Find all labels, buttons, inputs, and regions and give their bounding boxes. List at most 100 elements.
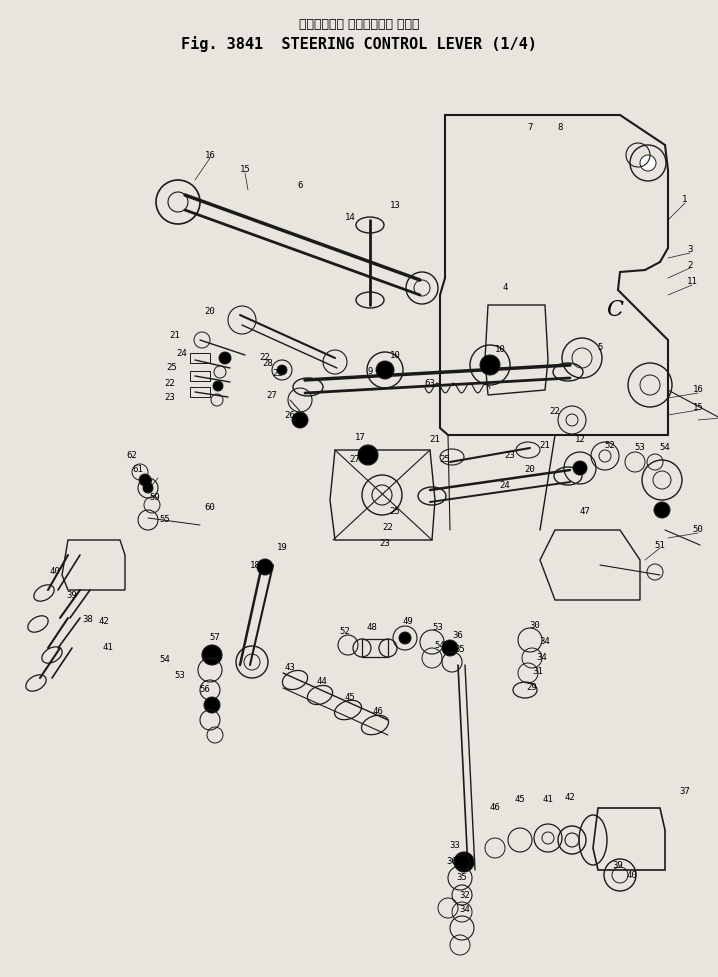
Circle shape [143,483,153,493]
Circle shape [654,502,670,518]
Circle shape [454,852,474,872]
Text: 14: 14 [345,214,355,223]
Text: 53: 53 [635,444,645,452]
Text: 55: 55 [159,516,170,525]
Text: 9: 9 [368,367,373,376]
Text: 54: 54 [660,444,671,452]
Text: 52: 52 [205,701,215,709]
Text: C: C [607,299,623,321]
Text: 59: 59 [149,493,160,502]
Text: 8: 8 [557,123,563,133]
Text: 42: 42 [98,617,109,626]
Text: 34: 34 [540,638,551,647]
Text: 11: 11 [686,277,697,286]
Circle shape [442,640,458,656]
Circle shape [454,854,470,870]
Text: 41: 41 [103,643,113,652]
Text: 34: 34 [536,653,547,661]
Text: 35: 35 [454,646,465,655]
Text: 12: 12 [574,436,585,445]
Circle shape [219,352,231,364]
Text: 21: 21 [169,330,180,339]
Text: 3: 3 [687,245,693,254]
Text: 22: 22 [549,407,560,416]
Text: 31: 31 [533,667,544,676]
Circle shape [292,412,308,428]
Text: 39: 39 [67,590,78,600]
Text: 10: 10 [390,351,401,360]
Text: 39: 39 [612,861,623,870]
Text: 56: 56 [200,686,210,695]
Text: 22: 22 [260,354,271,362]
Text: 61: 61 [133,465,144,475]
Text: 35: 35 [457,873,467,882]
Text: 54: 54 [159,656,170,664]
Text: ステアリング コントロール レバー: ステアリング コントロール レバー [299,18,419,31]
Text: 20: 20 [525,465,536,475]
Text: 51: 51 [655,540,666,549]
Bar [190,387,210,397]
Text: Fig. 3841  STEERING CONTROL LEVER (1/4): Fig. 3841 STEERING CONTROL LEVER (1/4) [181,36,537,52]
Text: 52: 52 [340,627,350,636]
Text: 49: 49 [403,617,414,626]
Text: 23: 23 [164,394,175,403]
Text: 21: 21 [540,441,551,449]
Text: 45: 45 [515,795,526,804]
Text: 13: 13 [390,200,401,209]
Text: 16: 16 [205,150,215,159]
Text: 53: 53 [174,670,185,679]
Text: 37: 37 [680,787,691,796]
Text: 25: 25 [167,363,177,372]
Text: 46: 46 [373,707,383,716]
Circle shape [640,155,656,171]
Circle shape [358,445,378,465]
Text: 57: 57 [210,633,220,643]
Text: 19: 19 [276,543,287,553]
Circle shape [399,632,411,644]
Circle shape [257,559,273,575]
Text: 58: 58 [143,479,154,488]
Circle shape [202,645,222,665]
Text: 23: 23 [273,368,284,377]
Circle shape [277,365,287,375]
Text: 8: 8 [368,450,373,459]
Text: 63: 63 [424,378,435,388]
Circle shape [376,361,394,379]
Text: 27: 27 [266,391,277,400]
Text: 7: 7 [527,123,533,133]
Text: 23: 23 [505,450,516,459]
Bar [190,353,210,363]
Text: 29: 29 [526,684,537,693]
Text: 42: 42 [564,793,575,802]
Text: 23: 23 [380,538,391,547]
Text: 27: 27 [350,455,360,464]
Text: 2: 2 [687,261,693,270]
Text: 52: 52 [605,441,615,449]
Text: 15: 15 [693,404,704,412]
Text: 47: 47 [579,507,590,517]
Text: 40: 40 [627,871,638,879]
Text: 41: 41 [543,795,554,804]
Text: 36: 36 [447,858,457,867]
Text: 43: 43 [284,663,295,672]
Text: 36: 36 [452,630,463,640]
Text: 4: 4 [503,283,508,292]
Text: 33: 33 [449,840,460,849]
Text: 21: 21 [429,436,440,445]
Text: 54: 54 [434,641,445,650]
Text: 28: 28 [263,359,274,367]
Text: 22: 22 [164,378,175,388]
Text: 1: 1 [682,195,688,204]
Text: 6: 6 [297,181,303,190]
Text: 48: 48 [367,623,378,632]
Text: 30: 30 [530,620,541,629]
Text: 62: 62 [126,450,137,459]
Text: 10: 10 [495,346,505,355]
Text: 20: 20 [205,308,215,317]
Text: 45: 45 [345,693,355,701]
Text: 25: 25 [439,455,450,464]
Text: 15: 15 [240,165,251,175]
Text: 17: 17 [355,434,365,443]
Text: 46: 46 [490,803,500,813]
Text: 60: 60 [205,503,215,513]
